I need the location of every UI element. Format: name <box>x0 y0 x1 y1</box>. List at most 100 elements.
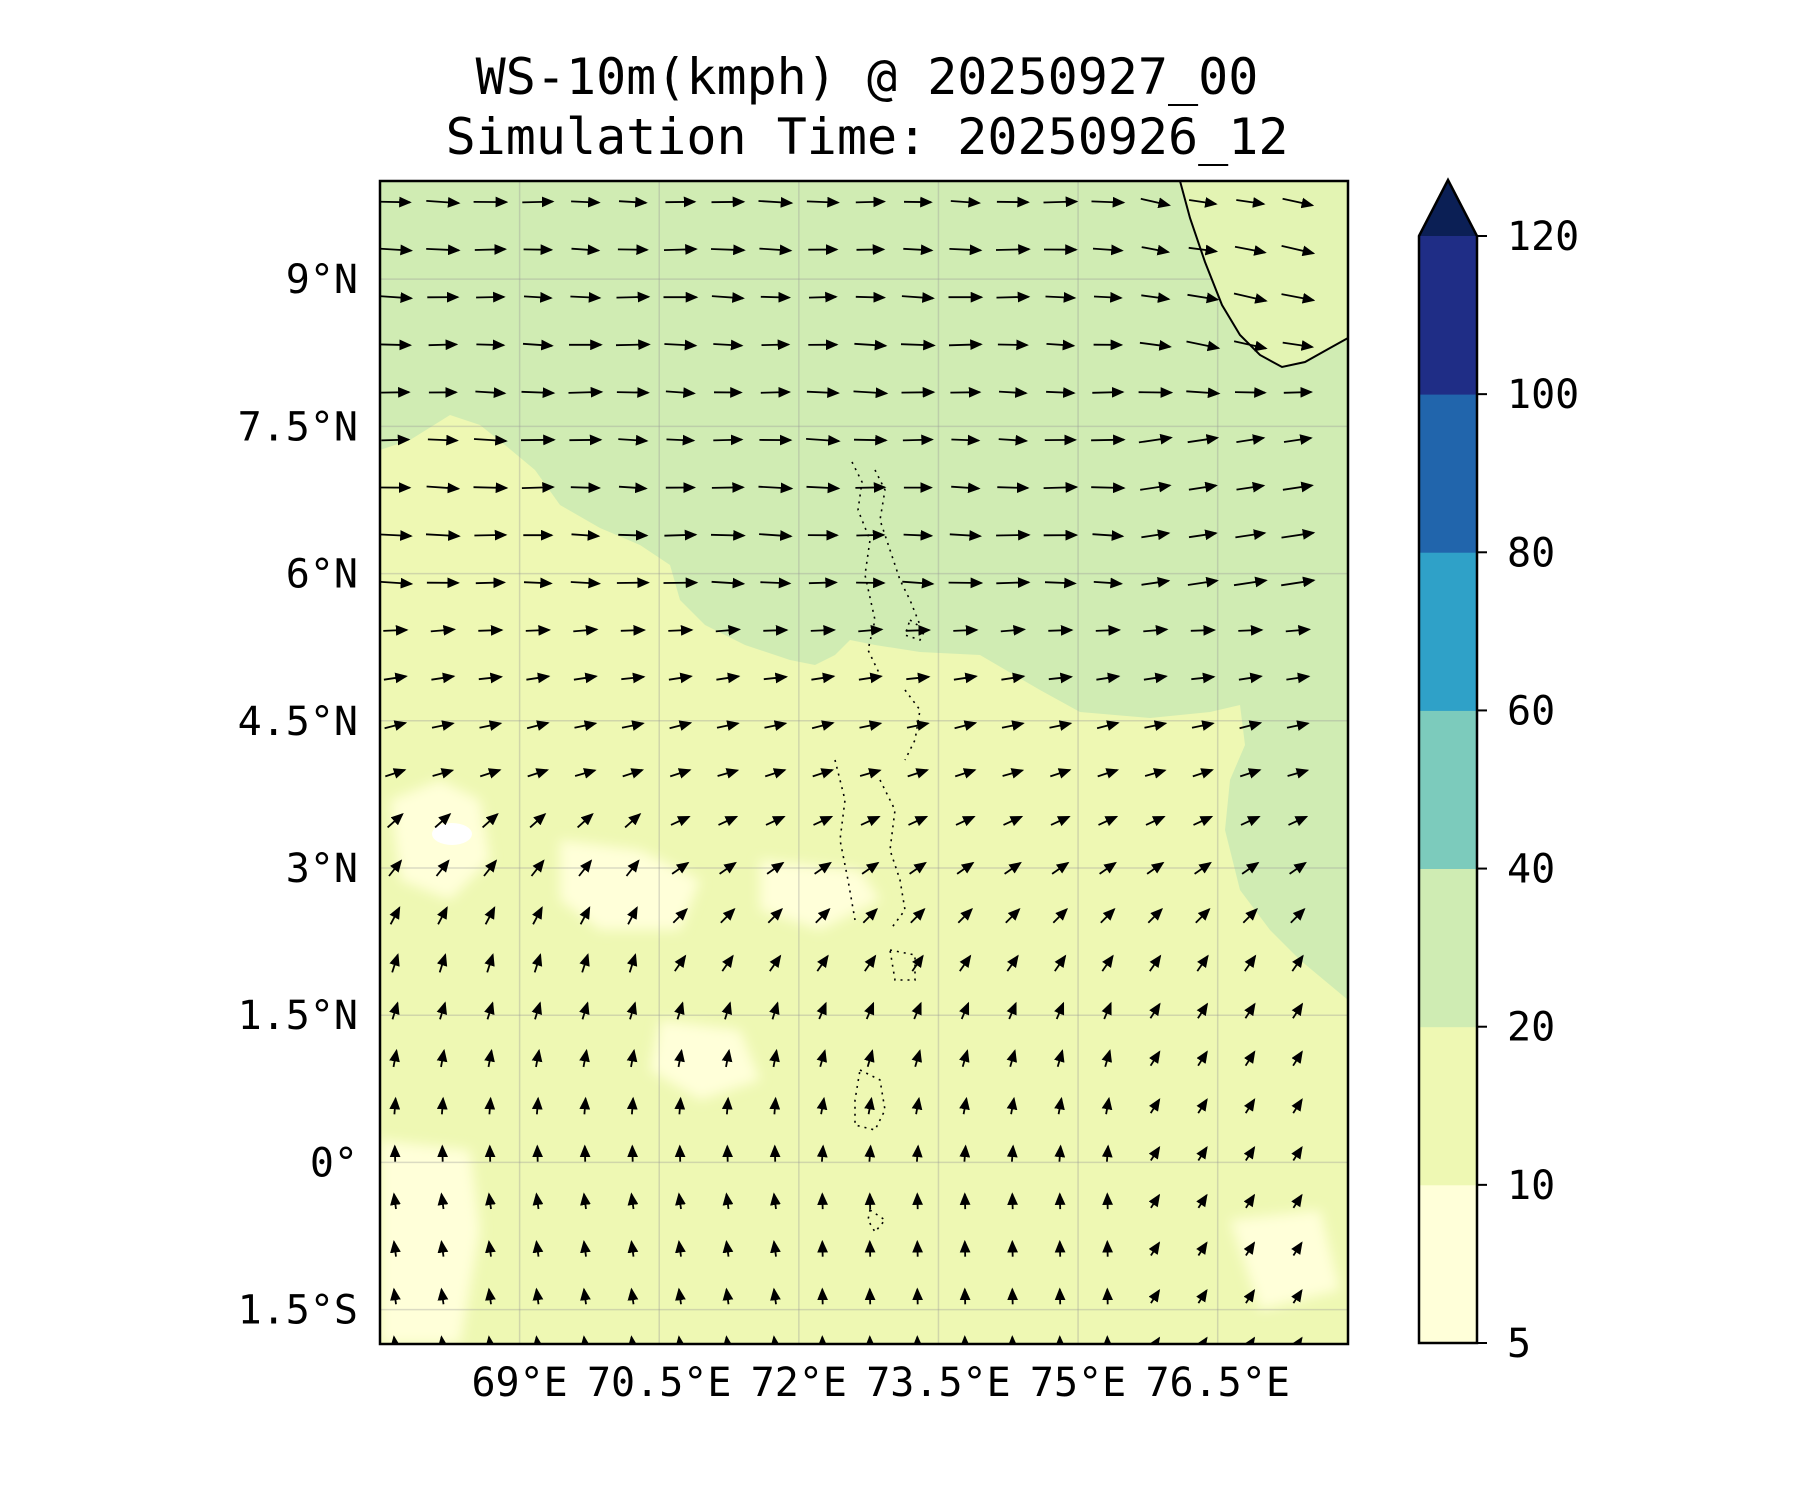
wind-vector <box>1098 815 1119 827</box>
wind-vector <box>389 953 400 973</box>
wind-vector <box>1282 481 1314 493</box>
wind-vector <box>710 244 746 256</box>
wind-vector <box>1101 954 1114 972</box>
wind-vector <box>668 672 693 684</box>
wind-vector <box>812 768 835 779</box>
wind-vector <box>722 1287 734 1305</box>
wind-vector <box>618 196 648 208</box>
wind-vector <box>1187 434 1220 445</box>
wind-vector <box>1092 244 1124 256</box>
wind-vector <box>719 861 737 875</box>
wind-vector <box>1003 815 1024 827</box>
wind-vector <box>1006 1096 1018 1115</box>
wind-vector <box>853 434 888 446</box>
wind-vector <box>1054 954 1067 972</box>
wind-vector <box>769 1048 780 1068</box>
colorbar-tick-label: 40 <box>1507 847 1555 893</box>
wind-vector <box>526 672 551 684</box>
colorbar-bin <box>1419 394 1477 553</box>
wind-vector <box>1291 1288 1303 1304</box>
wind-vector <box>1097 768 1120 779</box>
wind-vector <box>769 1001 780 1020</box>
wind-vector <box>766 861 785 875</box>
wind-vector <box>910 908 926 924</box>
wind-vector <box>1140 481 1172 493</box>
wind-vector <box>384 720 408 731</box>
wind-vector <box>1050 768 1072 779</box>
wind-vector <box>759 530 793 541</box>
wind-vector <box>1196 1193 1208 1209</box>
wind-vector <box>527 768 550 779</box>
wind-vector <box>710 529 746 541</box>
wind-vector <box>1282 197 1315 209</box>
wind-vector <box>479 768 502 779</box>
wind-vector <box>808 291 838 303</box>
wind-vector <box>959 954 972 972</box>
wind-vector <box>531 953 543 973</box>
colorbar-frame <box>1417 177 1479 1345</box>
wind-vector <box>770 1192 781 1210</box>
wind-vector <box>383 672 408 684</box>
wind-vector <box>996 529 1031 541</box>
wind-vectors <box>380 196 1316 1344</box>
wind-vector <box>998 387 1028 398</box>
wind-vector <box>674 1096 686 1115</box>
wind-vector <box>666 434 696 446</box>
wind-vector <box>1243 1193 1256 1209</box>
wind-vector <box>853 387 889 399</box>
wind-vector <box>860 815 881 827</box>
wind-vector <box>816 1049 827 1067</box>
wind-vector <box>1291 1002 1304 1019</box>
wind-vector <box>764 720 788 731</box>
wind-vector <box>765 815 786 827</box>
wind-vector <box>570 291 602 303</box>
wind-vector <box>1043 196 1079 208</box>
lon-tick-label: 72°E <box>751 1360 847 1406</box>
wind-vector <box>1291 1050 1303 1067</box>
wind-vector <box>620 624 646 636</box>
wind-vector <box>387 813 404 829</box>
wind-vector <box>1096 672 1121 684</box>
wind-vector <box>1196 1145 1208 1161</box>
wind-vector <box>484 953 495 973</box>
wind-vector <box>758 482 794 494</box>
wind-vector <box>426 482 461 494</box>
wind-vector <box>573 672 598 684</box>
lat-tick-label: 3°N <box>286 846 358 892</box>
graticule <box>380 181 1348 1344</box>
wind-vector <box>1141 529 1171 541</box>
wind-vector <box>1146 861 1165 875</box>
wind-vector <box>482 813 499 829</box>
wind-vector <box>1291 1241 1303 1256</box>
wind-vector <box>997 339 1029 351</box>
wind-vector <box>996 291 1031 303</box>
wind-vector <box>381 434 411 446</box>
wind-vector <box>389 1001 400 1020</box>
wind-vector <box>816 954 829 972</box>
wind-vector <box>1289 861 1307 875</box>
weak-wind-patch <box>1230 1210 1340 1310</box>
wind-vector <box>959 1049 970 1067</box>
wind-vector <box>1193 815 1214 827</box>
wind-vector <box>1283 434 1313 445</box>
wind-vector <box>1283 386 1313 398</box>
wind-vector <box>615 339 651 351</box>
wind-vector <box>911 1049 922 1067</box>
wind-vector <box>390 1192 401 1210</box>
wind-vector <box>1290 908 1306 924</box>
wind-vector <box>580 1192 591 1210</box>
wind-vector <box>1048 624 1074 636</box>
wind-vector <box>485 1192 496 1210</box>
wind-vector <box>855 291 886 303</box>
wind-vector <box>1190 624 1216 636</box>
wind-vector <box>521 387 556 398</box>
wind-vector <box>1186 340 1221 352</box>
colorbar-extend-arrow <box>1419 180 1477 236</box>
wind-vector <box>717 768 740 779</box>
wind-vector <box>950 196 981 208</box>
wind-vector <box>1239 720 1263 731</box>
wind-vector <box>484 1048 495 1068</box>
wind-vector <box>1092 386 1125 398</box>
wind-vector <box>1243 1145 1256 1161</box>
wind-vector <box>722 1240 734 1257</box>
